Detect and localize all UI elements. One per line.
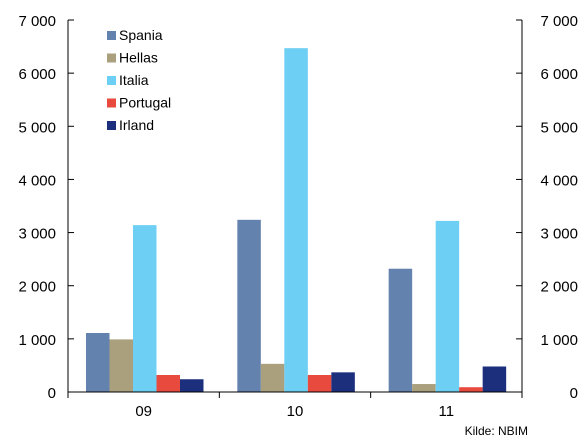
- bars-group: [86, 48, 507, 393]
- bar-portugal-11: [459, 387, 483, 392]
- bar-italia-11: [435, 220, 460, 392]
- y-tick-label-right: 7 000: [540, 13, 578, 30]
- legend-label-portugal: Portugal: [119, 95, 171, 111]
- x-tick-label-09: 09: [135, 403, 152, 420]
- legend-label-italia: Italia: [119, 72, 149, 88]
- y-tick-label-right: 6 000: [540, 66, 578, 83]
- bar-italia-10: [284, 48, 308, 393]
- bar-irland-11: [482, 366, 507, 392]
- legend-swatch-irland: [107, 121, 116, 130]
- bar-portugal-10: [307, 374, 332, 392]
- y-tick-label-right: 5 000: [540, 119, 578, 136]
- legend-swatch-italia: [107, 76, 116, 85]
- y-tick-label-left: 4 000: [18, 172, 56, 189]
- y-tick-label-left: 3 000: [18, 226, 56, 243]
- legend: Spania Hellas Italia Portugal Irland: [107, 27, 171, 133]
- y-tick-label-left: 0: [48, 385, 56, 402]
- bar-irland-09: [180, 379, 204, 392]
- legend-swatch-portugal: [107, 98, 116, 108]
- legend-label-hellas: Hellas: [119, 50, 158, 66]
- bar-spania-10: [237, 219, 261, 392]
- bar-spania-09: [86, 333, 110, 392]
- y-tick-label-right: 0: [570, 385, 578, 402]
- y-tick-label-left: 2 000: [18, 279, 56, 296]
- y-tick-label-right: 2 000: [540, 279, 578, 296]
- bar-hellas-10: [260, 363, 285, 392]
- bar-hellas-09: [109, 339, 133, 392]
- bar-italia-09: [133, 225, 157, 392]
- legend-swatch-spania: [107, 31, 116, 40]
- bar-hellas-11: [412, 384, 436, 392]
- y-tick-label-left: 5 000: [18, 119, 56, 136]
- x-tick-label-10: 10: [287, 403, 304, 420]
- bar-portugal-09: [156, 374, 180, 392]
- y-tick-label-left: 6 000: [18, 66, 56, 83]
- legend-swatch-hellas: [107, 53, 116, 63]
- legend-label-irland: Irland: [119, 117, 154, 133]
- y-tick-label-left: 7 000: [18, 13, 56, 30]
- legend-label-spania: Spania: [119, 27, 163, 43]
- source-label: Kilde: NBIM: [465, 424, 528, 438]
- y-tick-label-right: 1 000: [540, 332, 578, 349]
- x-tick-label-11: 11: [439, 403, 455, 420]
- axes-group: 0 0 1 000 1 000 2 000 2 000 3 000 3 000 4 000 4 0…: [18, 13, 578, 420]
- y-tick-label-right: 4 000: [540, 172, 578, 189]
- bar-irland-10: [331, 372, 355, 392]
- bar-spania-11: [388, 268, 413, 392]
- y-tick-label-right: 3 000: [540, 226, 578, 243]
- y-tick-label-left: 1 000: [18, 332, 56, 349]
